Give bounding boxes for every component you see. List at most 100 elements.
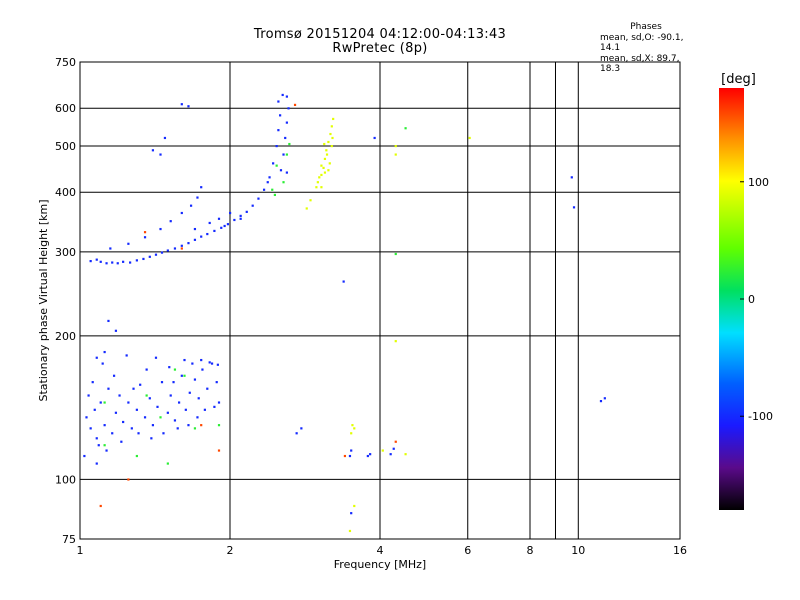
chart-subtitle: RwPretec (8p) bbox=[332, 41, 428, 56]
colorbar bbox=[719, 88, 744, 510]
data-point bbox=[130, 427, 133, 430]
data-point bbox=[217, 401, 221, 404]
data-point bbox=[309, 199, 312, 202]
data-point bbox=[351, 424, 354, 427]
data-point bbox=[122, 420, 125, 424]
data-point bbox=[103, 350, 106, 354]
data-point bbox=[137, 432, 140, 435]
data-point bbox=[350, 449, 353, 452]
colorbar-tick-label: 0 bbox=[748, 293, 755, 306]
data-point bbox=[183, 374, 186, 377]
data-point bbox=[193, 238, 197, 241]
data-point bbox=[143, 416, 147, 419]
data-point bbox=[95, 437, 98, 440]
data-point bbox=[327, 140, 330, 144]
data-point bbox=[99, 504, 102, 508]
data-point bbox=[223, 224, 226, 228]
data-point bbox=[325, 153, 329, 156]
data-point bbox=[325, 149, 328, 152]
data-point bbox=[279, 169, 283, 172]
data-point bbox=[145, 394, 148, 397]
data-point bbox=[217, 424, 221, 427]
data-point bbox=[213, 229, 216, 233]
data-point bbox=[316, 181, 319, 184]
data-point bbox=[281, 93, 284, 97]
data-point bbox=[200, 235, 203, 238]
data-point bbox=[118, 394, 121, 397]
data-point bbox=[132, 387, 135, 390]
data-point bbox=[107, 319, 110, 323]
y-tick-label: 750 bbox=[55, 56, 76, 69]
data-point bbox=[245, 210, 248, 213]
data-point bbox=[187, 424, 190, 427]
x-tick-label: 10 bbox=[571, 544, 585, 557]
x-tick-label: 4 bbox=[377, 544, 384, 557]
data-point bbox=[99, 260, 102, 263]
data-point bbox=[156, 405, 159, 408]
data-point bbox=[120, 440, 123, 443]
data-point bbox=[233, 218, 236, 222]
data-point bbox=[159, 416, 162, 419]
data-point bbox=[353, 504, 356, 508]
data-point bbox=[166, 411, 169, 414]
data-point bbox=[189, 204, 193, 207]
data-point bbox=[603, 397, 606, 400]
data-point bbox=[394, 153, 397, 156]
data-point bbox=[85, 416, 88, 419]
x-tick-label: 1 bbox=[77, 544, 84, 557]
y-tick-label: 500 bbox=[55, 140, 76, 153]
data-point bbox=[353, 427, 356, 430]
data-point bbox=[112, 374, 116, 377]
y-tick-label: 600 bbox=[55, 102, 76, 115]
data-point bbox=[394, 440, 397, 443]
data-point bbox=[348, 529, 352, 533]
data-point bbox=[196, 196, 199, 199]
data-point bbox=[184, 408, 187, 411]
data-point bbox=[125, 354, 128, 357]
data-point bbox=[239, 217, 242, 220]
data-point bbox=[135, 259, 138, 262]
data-point bbox=[315, 186, 318, 189]
data-point bbox=[330, 125, 333, 128]
data-point bbox=[394, 144, 397, 148]
data-point bbox=[282, 153, 285, 156]
data-point bbox=[277, 100, 280, 103]
axes: 1 2 4 6 8 10 16 75 100 200 300 400 500 600 750 bbox=[55, 56, 687, 557]
data-point bbox=[287, 107, 290, 110]
data-point bbox=[163, 136, 167, 140]
data-point bbox=[208, 361, 211, 364]
data-point bbox=[206, 387, 209, 390]
data-point bbox=[188, 391, 191, 394]
data-point bbox=[323, 157, 327, 161]
data-point bbox=[159, 227, 162, 231]
data-point bbox=[322, 166, 325, 170]
data-point bbox=[217, 449, 221, 452]
data-point bbox=[162, 432, 165, 435]
phase-stats-o: mean, sd,O: -90.1, 14.1 bbox=[600, 32, 684, 54]
data-point bbox=[208, 221, 211, 225]
data-point bbox=[176, 427, 179, 430]
data-point bbox=[99, 401, 102, 404]
data-point bbox=[216, 363, 219, 366]
phase-stats-header: Phases bbox=[630, 22, 662, 32]
data-point bbox=[172, 381, 175, 384]
data-point bbox=[139, 383, 142, 386]
data-point bbox=[215, 381, 218, 384]
data-point bbox=[109, 247, 112, 250]
data-point bbox=[103, 401, 106, 404]
data-point bbox=[150, 437, 153, 440]
data-point bbox=[288, 142, 291, 146]
data-point bbox=[196, 416, 199, 419]
data-point bbox=[91, 381, 94, 384]
data-point bbox=[187, 242, 190, 245]
data-point bbox=[187, 105, 190, 108]
data-point bbox=[148, 255, 151, 258]
data-point bbox=[217, 217, 221, 220]
data-point bbox=[135, 454, 138, 458]
data-point bbox=[127, 478, 130, 481]
data-point bbox=[89, 259, 92, 263]
data-point bbox=[206, 232, 209, 236]
data-point bbox=[404, 453, 407, 456]
data-point bbox=[348, 454, 352, 458]
data-point bbox=[332, 117, 335, 121]
